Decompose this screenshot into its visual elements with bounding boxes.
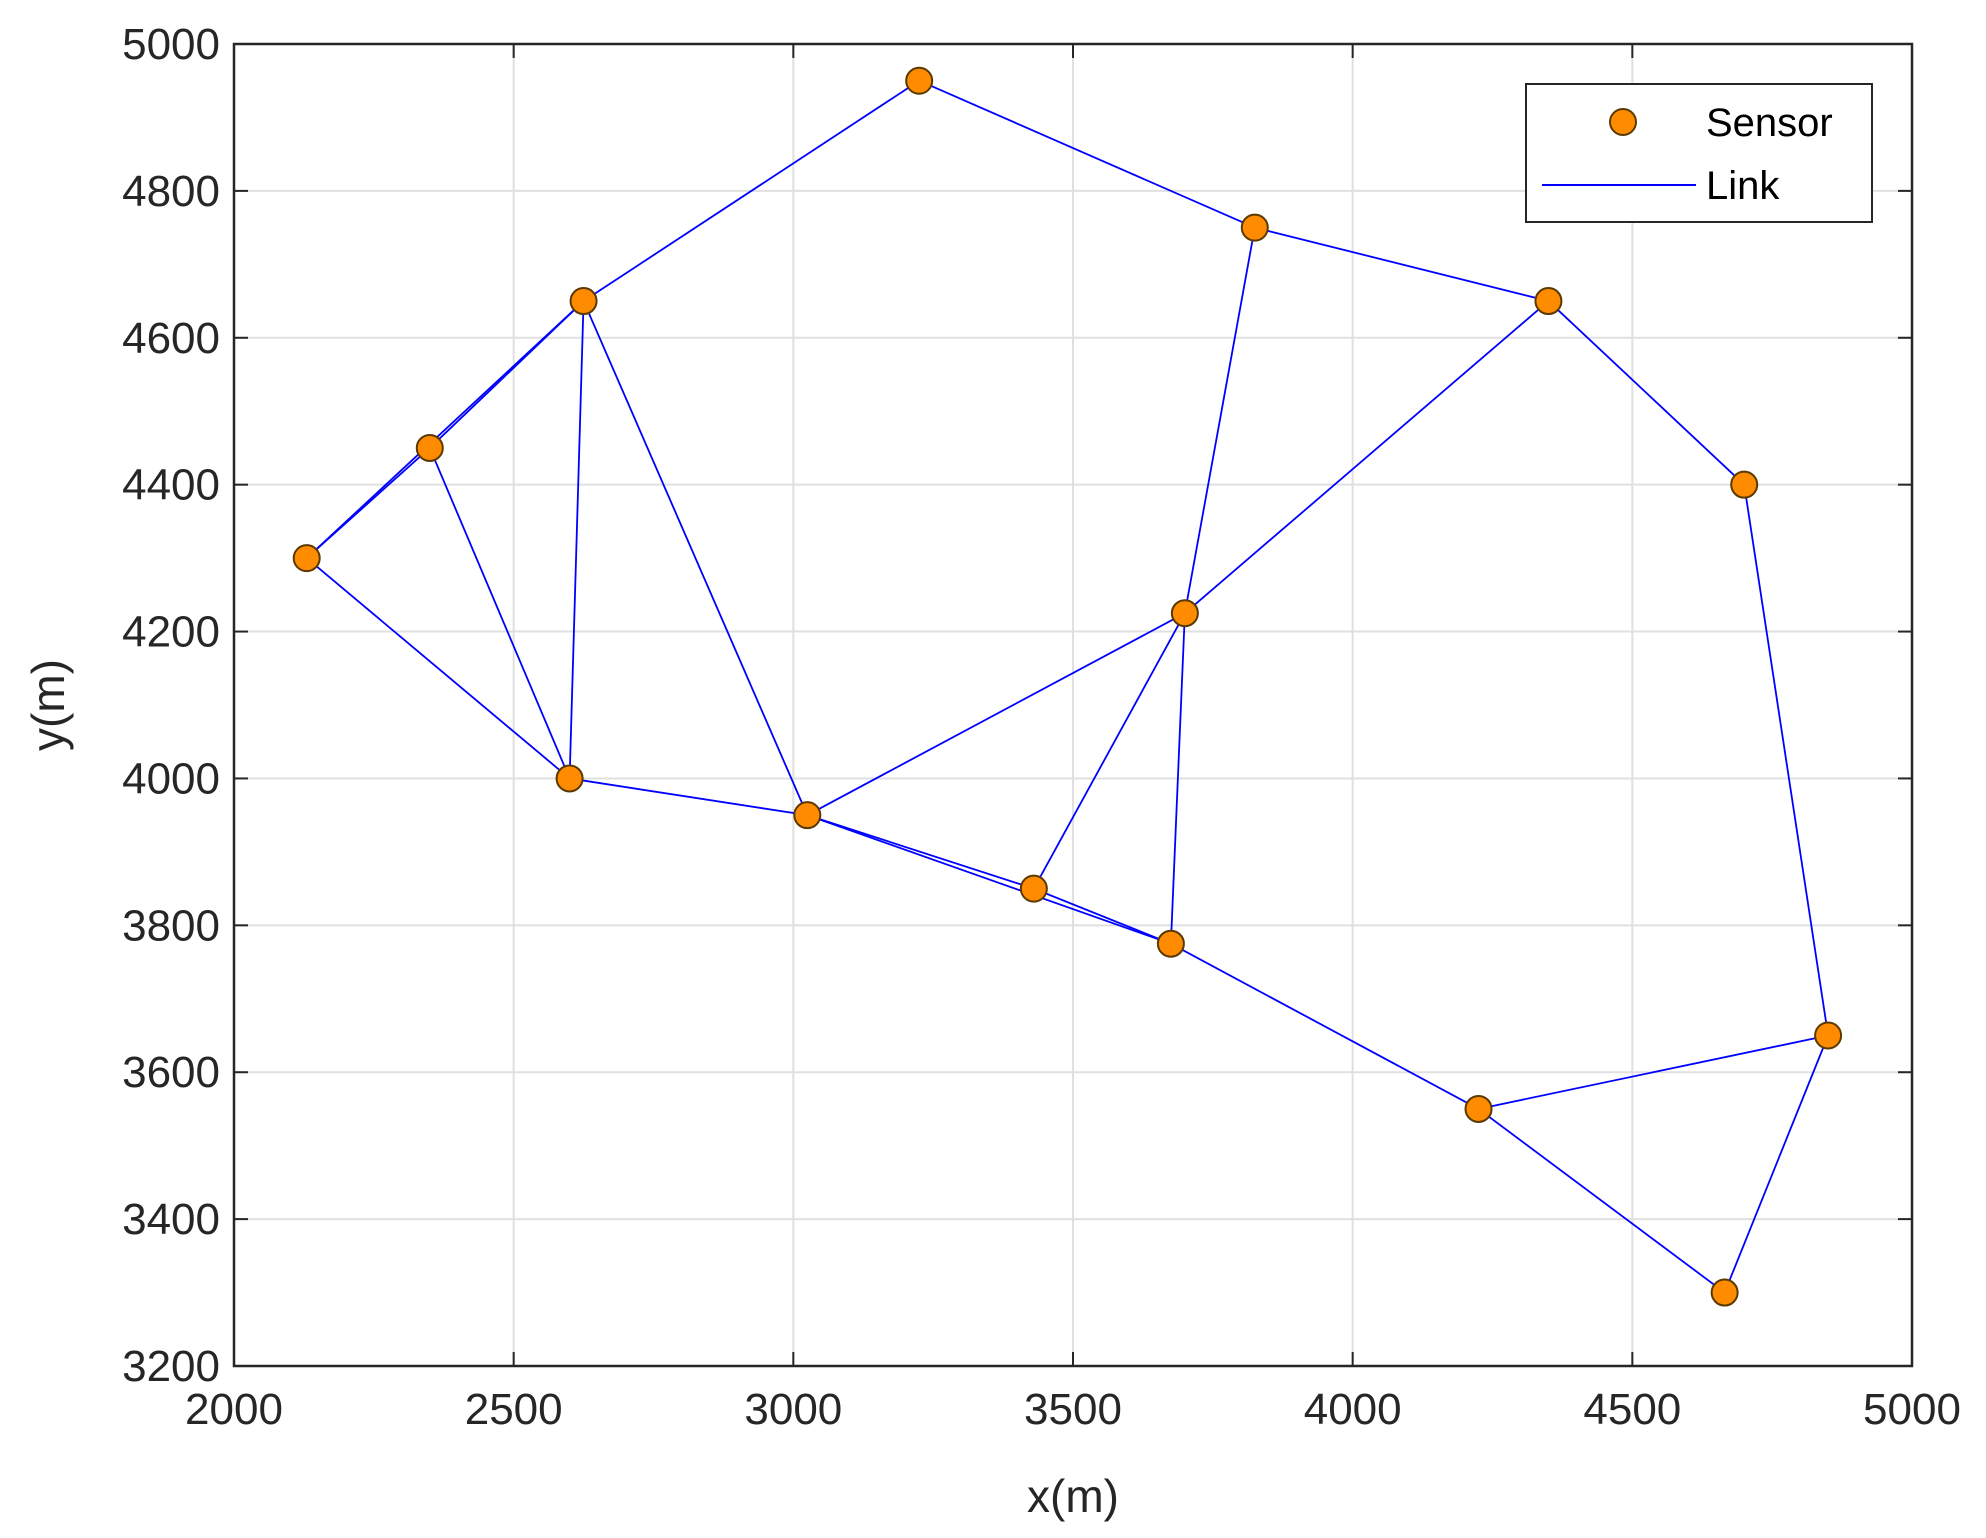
- x-tick-label: 3000: [744, 1385, 842, 1434]
- link-line: [807, 814, 1035, 890]
- x-tick-label: 2000: [185, 1385, 283, 1434]
- link-line: [806, 612, 1186, 816]
- y-tick-label: 4000: [122, 754, 220, 803]
- sensor-point: [1156, 929, 1185, 958]
- sensor-point: [292, 544, 321, 573]
- y-tick-label: 4400: [122, 461, 220, 510]
- link-line: [1033, 887, 1172, 945]
- link-line: [1743, 484, 1829, 1036]
- link-line: [569, 777, 808, 817]
- link-line: [1183, 227, 1256, 614]
- link-line: [568, 301, 585, 779]
- legend-box: [1525, 83, 1873, 223]
- link-line: [1547, 300, 1745, 486]
- link-line: [1477, 1108, 1726, 1294]
- link-line: [583, 79, 920, 302]
- sensor-point: [569, 287, 598, 316]
- y-tick-label: 5000: [122, 20, 220, 69]
- sensor-point: [905, 66, 934, 95]
- link-line: [1254, 226, 1549, 302]
- links-layer: [306, 79, 1829, 1294]
- sensor-point: [1019, 874, 1048, 903]
- link-line: [1723, 1035, 1829, 1293]
- legend: Sensor Link: [1525, 83, 1873, 223]
- link-line: [429, 300, 585, 449]
- link-line: [1184, 300, 1550, 614]
- sensor-point: [793, 801, 822, 830]
- sensor-point: [1814, 1021, 1843, 1050]
- y-tick-label: 4200: [122, 608, 220, 657]
- link-line: [1170, 942, 1479, 1110]
- ticks-layer: [233, 43, 1913, 1367]
- link-line: [306, 557, 571, 780]
- link-line: [1169, 613, 1186, 944]
- x-tick-label: 3500: [1024, 1385, 1122, 1434]
- x-axis-title: x(m): [1027, 1470, 1119, 1522]
- y-tick-label: 3200: [122, 1342, 220, 1391]
- sensor-point: [1534, 287, 1563, 316]
- sensor-point: [1170, 599, 1199, 628]
- x-tick-label: 2500: [465, 1385, 563, 1434]
- sensor-point: [415, 433, 444, 462]
- sensor-point: [1730, 470, 1759, 499]
- legend-link-label: Link: [1706, 164, 1780, 208]
- sensor-point: [1464, 1094, 1493, 1123]
- link-line: [807, 814, 1172, 945]
- link-line: [428, 447, 571, 779]
- link-line: [1478, 1034, 1829, 1110]
- y-tick-label: 3400: [122, 1195, 220, 1244]
- x-tick-label: 4500: [1583, 1385, 1681, 1434]
- sensor-point: [1240, 213, 1269, 242]
- y-tick-label: 4600: [122, 314, 220, 363]
- link-line: [582, 300, 809, 816]
- y-tick-label: 4800: [122, 167, 220, 216]
- x-tick-labels: 2000 2500 3000 3500 4000 4500 5000: [185, 1385, 1961, 1434]
- legend-sensor-label: Sensor: [1706, 101, 1833, 145]
- x-tick-label: 5000: [1863, 1385, 1961, 1434]
- y-tick-labels: 3200 3400 3600 3800 4000 4200 4400 4600 4800 5000: [122, 20, 220, 1391]
- y-tick-label: 3600: [122, 1048, 220, 1097]
- x-tick-label: 4000: [1304, 1385, 1402, 1434]
- legend-sensor-marker: [1609, 108, 1637, 136]
- y-tick-label: 3800: [122, 901, 220, 950]
- link-line: [918, 79, 1256, 229]
- sensors-layer: [292, 66, 1843, 1307]
- sensor-point: [1710, 1278, 1739, 1307]
- y-axis-title: y(m): [22, 659, 74, 751]
- sensor-point: [555, 764, 584, 793]
- link-line: [1033, 612, 1186, 890]
